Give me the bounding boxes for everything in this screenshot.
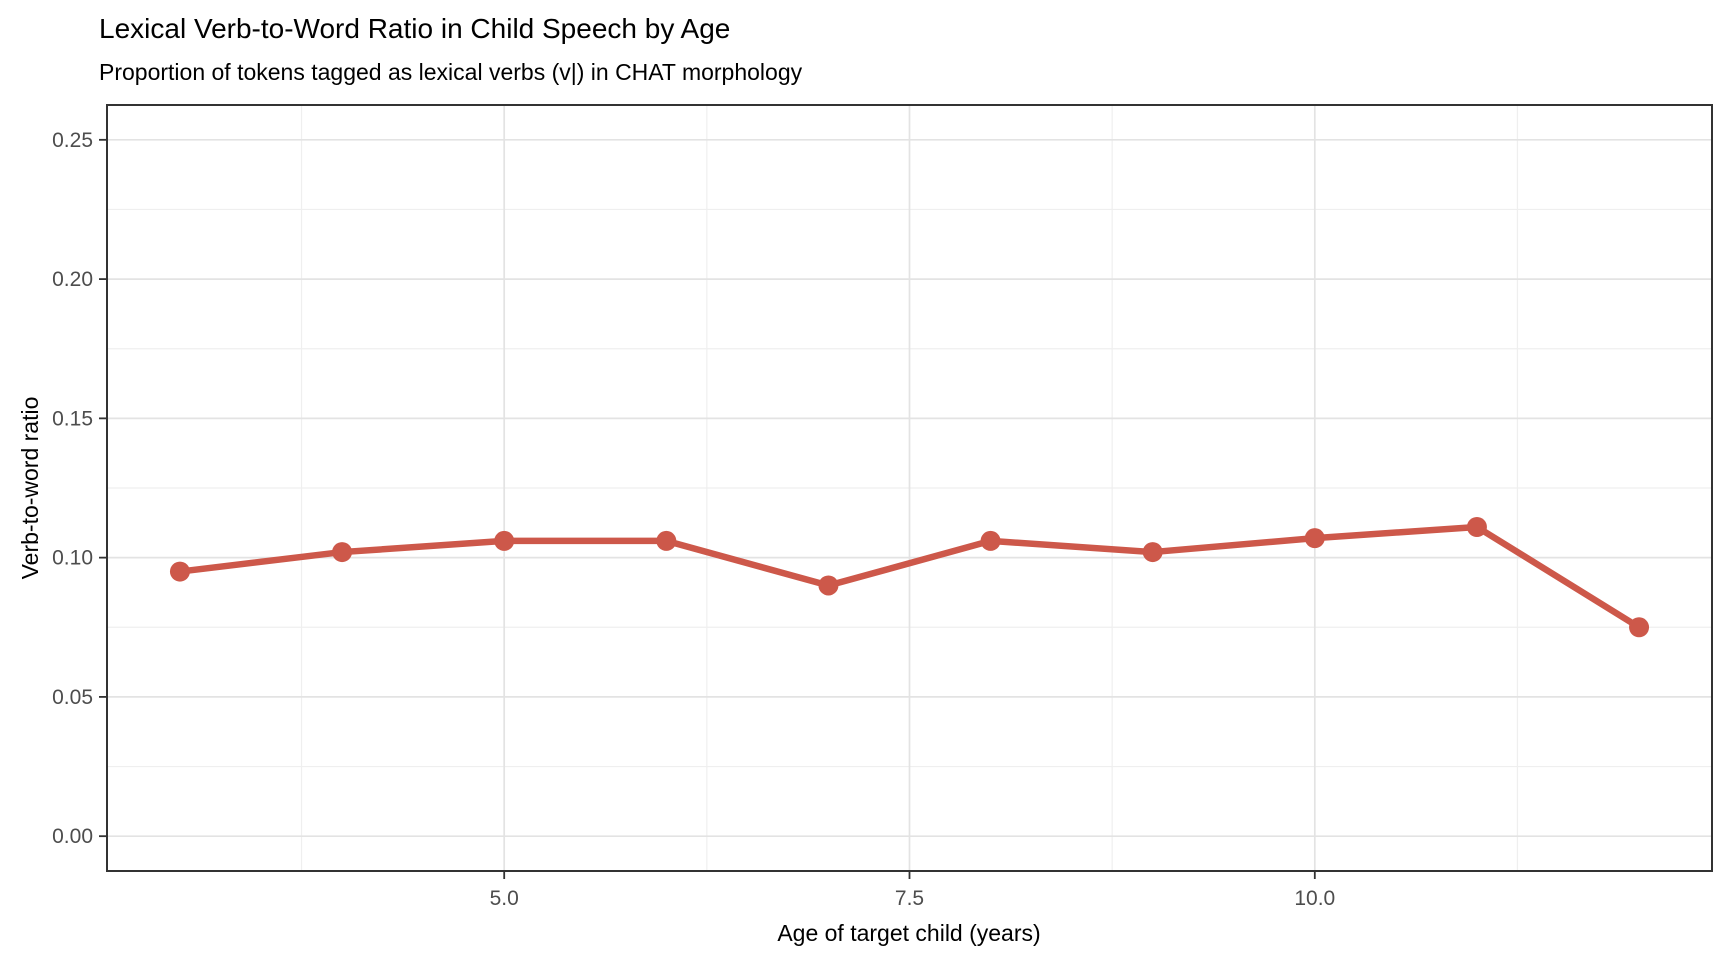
data-point <box>980 530 1001 551</box>
axes: 0.00 0.05 0.10 0.15 0.20 0.25 5.0 7.5 10.0 <box>52 104 1713 910</box>
data-point <box>818 575 839 596</box>
x-tick-label: 10.0 <box>1294 887 1335 910</box>
x-tick-label: 5.0 <box>490 887 519 910</box>
data-point <box>1304 528 1325 549</box>
y-axis-title: Verb-to-word ratio <box>17 397 43 580</box>
data-point <box>494 530 515 551</box>
data-point <box>1466 516 1487 537</box>
chart-subtitle: Proportion of tokens tagged as lexical v… <box>99 59 803 85</box>
data-point <box>332 542 353 563</box>
y-tick-label: 0.00 <box>52 825 93 848</box>
gridlines <box>107 105 1712 871</box>
x-tick-label: 7.5 <box>895 887 924 910</box>
data-point <box>1629 617 1650 638</box>
data-point <box>1142 542 1163 563</box>
data-point <box>656 530 677 551</box>
series-line <box>176 523 1643 631</box>
y-tick-label: 0.25 <box>52 129 93 152</box>
chart-title: Lexical Verb-to-Word Ratio in Child Spee… <box>99 13 730 44</box>
data-series <box>169 516 1650 638</box>
y-tick-label: 0.10 <box>52 547 93 570</box>
data-point <box>169 561 190 582</box>
y-tick-label: 0.15 <box>52 407 93 430</box>
x-axis-title: Age of target child (years) <box>777 920 1040 946</box>
y-tick-label: 0.20 <box>52 268 93 291</box>
y-tick-label: 0.05 <box>52 686 93 709</box>
